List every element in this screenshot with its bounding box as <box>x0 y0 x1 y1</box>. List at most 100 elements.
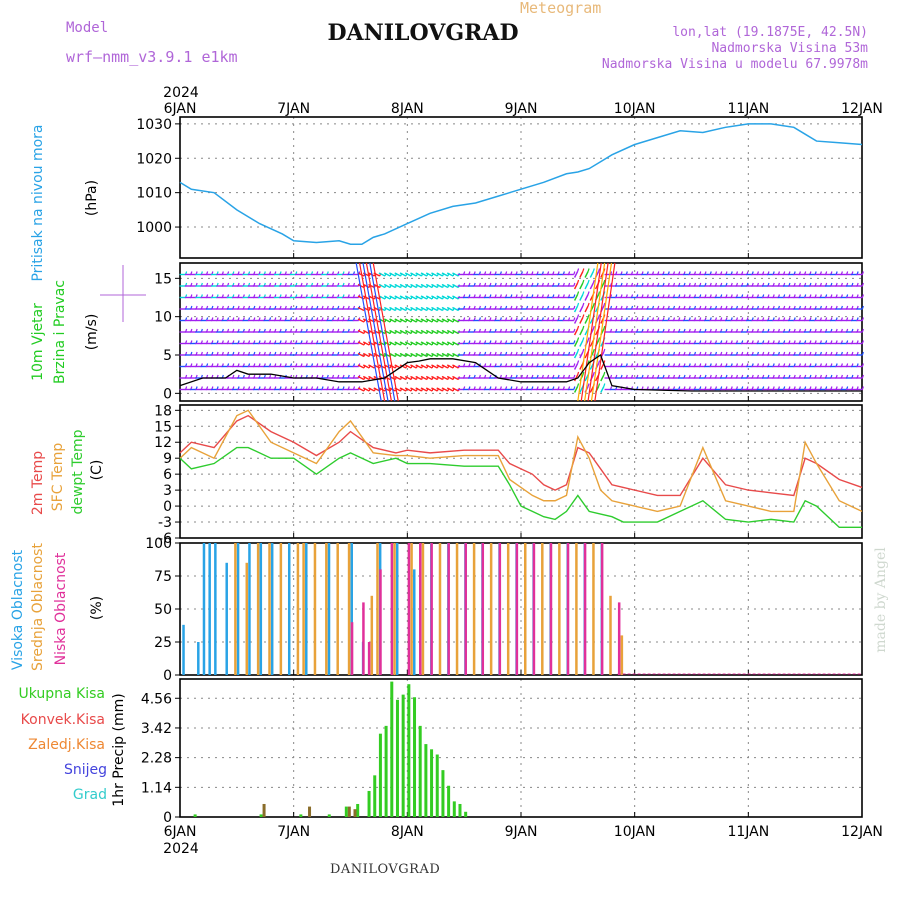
cloud-high-bar <box>214 543 217 675</box>
wind-barb <box>573 363 579 370</box>
wind-barb-flag <box>577 314 580 318</box>
cloud-high-bar <box>225 562 228 675</box>
wind-barb <box>389 272 396 277</box>
wind-barb <box>410 341 417 346</box>
wind-barb <box>431 318 438 323</box>
wind-barb <box>373 295 381 300</box>
wind-barb <box>584 317 589 324</box>
wind-barb <box>389 352 396 358</box>
front-line <box>584 262 606 402</box>
wind-barb <box>425 329 433 335</box>
wind-barb-flag <box>598 383 601 387</box>
y-tick-label: 1030 <box>136 117 172 133</box>
wind-barb <box>368 387 375 392</box>
wind-barb <box>415 387 423 392</box>
wind-barb-flag <box>592 279 595 284</box>
y-tick-label: 10 <box>154 310 172 326</box>
wind-barb <box>410 306 417 312</box>
wind-barb <box>415 352 423 358</box>
panel-frame-precip <box>179 678 863 818</box>
wind-barb <box>573 340 579 347</box>
wind-barb-flag <box>861 374 864 379</box>
precip-convective-bar <box>347 806 351 817</box>
wind-barb <box>399 364 407 369</box>
wind-barb-flag <box>582 291 585 295</box>
wind-barb-flag <box>582 302 585 307</box>
temperature-axis-label: 2m Temp <box>30 451 46 515</box>
precip-total-bar <box>401 694 405 817</box>
wind-barb <box>579 317 584 324</box>
wind-barb-flag <box>573 282 576 287</box>
precip-total-bar <box>458 803 462 817</box>
wind-barb <box>589 282 594 290</box>
wind-barb <box>425 283 433 289</box>
wind-barb <box>436 272 443 277</box>
wind-barb <box>394 352 402 358</box>
precip-legend-entry: Ukupna Kisa <box>18 686 105 702</box>
wind-barb <box>394 295 402 300</box>
wind-barb <box>383 295 391 300</box>
wind-barb <box>410 295 417 300</box>
wind-barb <box>431 329 438 335</box>
wind-barb-flag <box>577 371 580 376</box>
wind-barb <box>420 318 428 323</box>
cloud-axis-label: Srednja Oblacnost <box>30 543 46 671</box>
precip-total-bar <box>344 806 348 817</box>
wind-barb <box>399 318 407 323</box>
wind-barb <box>452 375 459 381</box>
wind-barb <box>373 341 381 346</box>
wind-barb-flag <box>587 337 590 341</box>
wind-barb <box>394 341 402 346</box>
wind-barb-flag <box>577 268 580 272</box>
wind-barb <box>420 295 428 300</box>
wind-barb-flag <box>861 328 864 333</box>
precip-total-bar <box>356 803 360 817</box>
wind-barb <box>389 318 396 323</box>
footer-label: DANILOVGRAD <box>330 862 441 877</box>
precip-total-bar <box>395 699 399 817</box>
wind-barb <box>452 272 459 277</box>
wind-barb <box>378 283 386 289</box>
wind-barb <box>431 272 438 277</box>
wind-barb <box>399 306 407 312</box>
cloud-high-bar <box>197 642 200 675</box>
wind-barb-flag <box>573 305 576 310</box>
wind-barb <box>452 341 459 346</box>
cloud-high-bar <box>259 543 263 675</box>
front-line <box>359 262 386 402</box>
cloud-mid-bar <box>438 543 442 675</box>
wind-barb <box>431 341 438 346</box>
wind-barb <box>362 352 370 358</box>
wind-barb <box>420 272 428 277</box>
cloud-high-bar <box>270 543 274 675</box>
wind-barb <box>441 306 449 312</box>
wind-barb-flag <box>592 325 595 330</box>
y-tick-label: 50 <box>154 602 172 618</box>
wind-barb <box>573 305 579 313</box>
wind-barb <box>446 364 454 369</box>
precip-total-bar <box>430 749 434 817</box>
precip-total-bar <box>193 814 197 817</box>
cloud-mid-bar <box>234 543 237 675</box>
wind-barbs <box>179 262 864 402</box>
y-tick-label: 2.28 <box>141 751 172 767</box>
wind-barb <box>573 386 579 393</box>
wind-barb <box>410 364 417 369</box>
wind-barb-flag <box>577 279 580 284</box>
wind-barb <box>436 295 443 300</box>
wind-barb <box>404 329 412 335</box>
cloud-low-bar <box>617 602 621 675</box>
wind-barb <box>410 329 417 335</box>
wind-barb-flag <box>577 291 580 295</box>
wind-barb-flag <box>603 302 606 307</box>
wind-barb <box>394 375 402 381</box>
cloud-unit-label: (%) <box>89 596 105 620</box>
front-line <box>594 262 616 402</box>
precip-total-bar <box>373 775 377 817</box>
y-tick-label: 15 <box>154 271 172 287</box>
precip-total-bar <box>259 814 263 817</box>
y-tick-label: 0 <box>163 668 172 684</box>
wind-barb <box>584 374 589 382</box>
wind-barb-flag <box>861 351 864 356</box>
cloud-mid-bar <box>558 543 561 675</box>
